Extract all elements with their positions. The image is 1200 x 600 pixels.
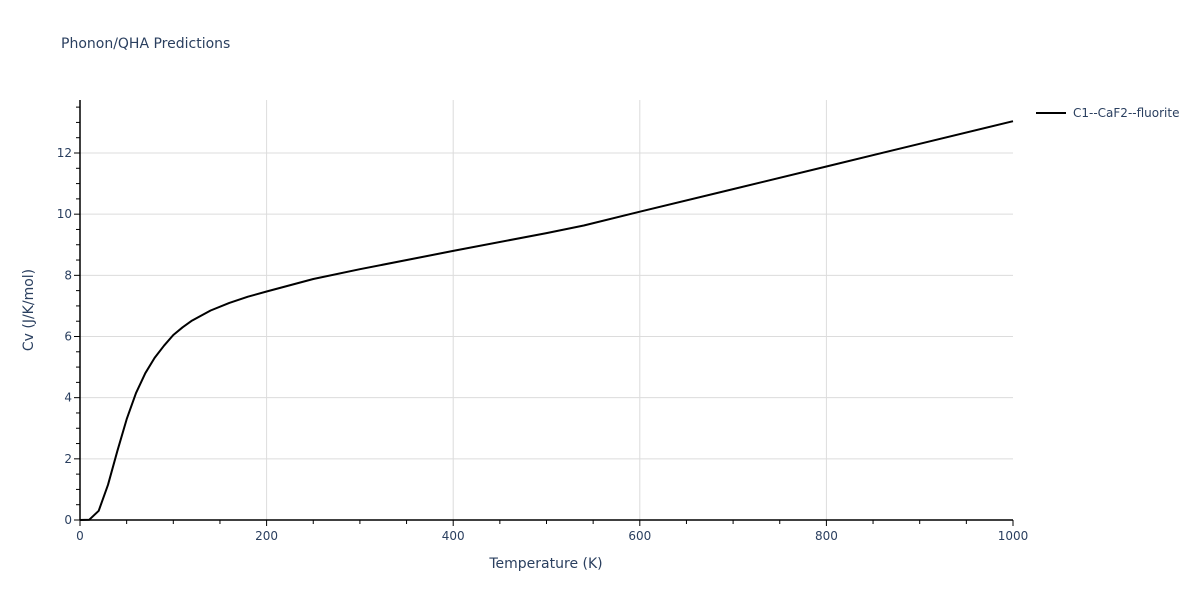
svg-text:0: 0 [64,513,72,527]
svg-text:0: 0 [76,529,84,543]
svg-text:2: 2 [64,452,72,466]
svg-text:400: 400 [442,529,465,543]
svg-text:6: 6 [64,330,72,344]
series-line-c1-caf2-fluorite[interactable] [79,120,1014,521]
svg-text:8: 8 [64,268,72,282]
legend-label: C1--CaF2--fluorite [1073,106,1180,120]
svg-text:600: 600 [628,529,651,543]
y-axis-label: Cv (J/K/mol) [21,269,37,351]
tick-labels: 0 200 400 600 800 1000 0 2 4 6 8 10 12 [57,146,1029,543]
svg-text:800: 800 [815,529,838,543]
legend-item[interactable]: C1--CaF2--fluorite [1036,106,1179,120]
axes [74,100,1014,526]
legend-line-swatch [1036,112,1066,114]
svg-text:12: 12 [57,146,72,160]
x-axis-label: Temperature (K) [488,556,602,572]
svg-text:1000: 1000 [998,529,1029,543]
svg-text:200: 200 [255,529,278,543]
chart-title: Phonon/QHA Predictions [61,36,231,52]
grid-lines [80,100,1013,520]
svg-text:10: 10 [57,207,72,221]
svg-text:4: 4 [64,391,72,405]
